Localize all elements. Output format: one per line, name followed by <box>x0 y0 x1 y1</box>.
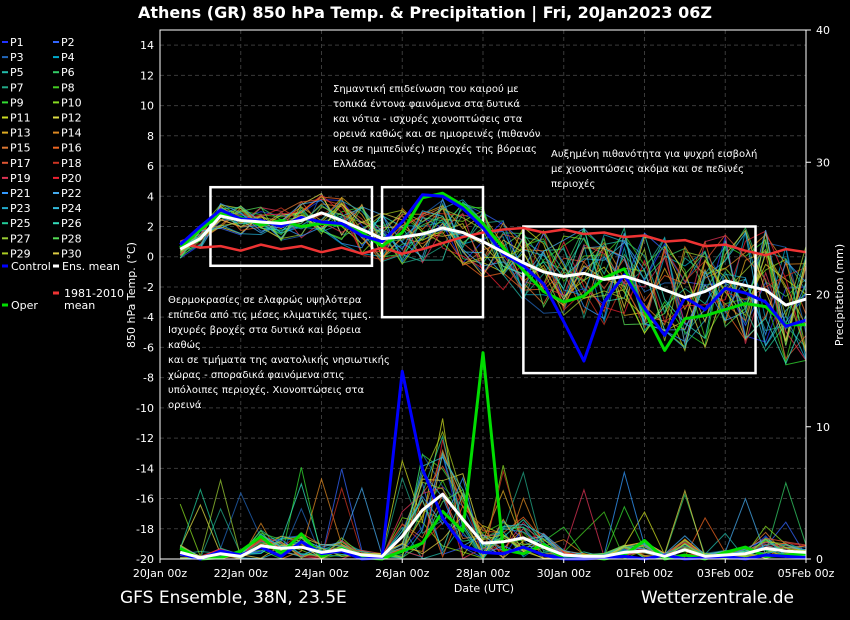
legend-label-p9: P9 <box>10 96 24 109</box>
x-tick-label: 03Feb 00z <box>697 567 754 580</box>
y-tick-label: 4 <box>147 190 154 203</box>
y2-tick-label: 40 <box>816 24 830 37</box>
legend-label-p12: P12 <box>61 112 82 125</box>
plot-frame <box>159 29 807 560</box>
legend-label-p3: P3 <box>10 51 24 64</box>
series-line-control-precipitation <box>179 369 807 561</box>
x-tick-label: 20Jan 00z <box>133 567 187 580</box>
y-tick-label: 6 <box>147 160 154 173</box>
y-tick-label: -4 <box>143 311 154 324</box>
legend-label-control: Control <box>11 260 51 273</box>
legend-label-p11: P11 <box>10 112 31 125</box>
y-tick-label: -20 <box>136 553 154 566</box>
member-line-p24 <box>180 205 807 350</box>
y-tick-label: -2 <box>143 281 154 294</box>
highlight-box-3 <box>522 225 757 375</box>
member-line-p20 <box>180 194 807 353</box>
legend-label-p28: P28 <box>61 232 82 245</box>
legend-label-p5: P5 <box>10 66 24 79</box>
legend-label-p7: P7 <box>10 81 24 94</box>
y-tick-label: 10 <box>140 100 154 113</box>
y2-tick-label: 0 <box>816 553 823 566</box>
series-line-1981-2010-mean-temperature <box>179 226 807 257</box>
series-line-ens-mean-precipitation <box>179 492 807 560</box>
series-lines <box>179 191 807 561</box>
x-axis-label: Date (UTC) <box>454 582 514 595</box>
plot-area: -20-18-16-14-12-10-8-6-4-202468101214010… <box>133 24 835 580</box>
y-tick-label: 2 <box>147 220 154 233</box>
legend-label-p1: P1 <box>10 36 24 49</box>
legend-label-p27: P27 <box>10 232 31 245</box>
legend-label-p10: P10 <box>61 96 82 109</box>
x-tick-label: 22Jan 00z <box>214 567 268 580</box>
legend-label-ens-mean: Ens. mean <box>62 260 120 273</box>
annotation-west: Θερμοκρασίες σε ελαφρώς υψηλότερα επίπεδ… <box>168 295 390 411</box>
x-tick-label: 01Feb 00z <box>616 567 673 580</box>
legend-label-p21: P21 <box>10 187 31 200</box>
legend-label-p4: P4 <box>61 51 75 64</box>
y-tick-label: -16 <box>136 493 154 506</box>
y2-tick-label: 10 <box>816 421 830 434</box>
legend-label-p17: P17 <box>10 157 31 170</box>
legend-label-p2: P2 <box>61 36 75 49</box>
y2-tick-label: 20 <box>816 289 830 302</box>
member-line-p3 <box>179 192 807 334</box>
legend-label-p18: P18 <box>61 157 82 170</box>
legend-label-oper: Oper <box>11 299 38 312</box>
highlight-box-2 <box>380 185 485 319</box>
y-tick-label: 8 <box>147 130 154 143</box>
y-tick-label: -8 <box>143 372 154 385</box>
legend-label-p8: P8 <box>61 81 75 94</box>
y2-axis-label: Precipitation (mm) <box>833 244 846 346</box>
source-credit: Wetterzentrale.de <box>640 588 794 608</box>
annotation-east: Αυξημένη πιθανότητα για ψυχρή εισβολή με… <box>551 149 758 190</box>
legend-label-p22: P22 <box>61 187 82 200</box>
x-tick-label: 05Feb 00z <box>778 567 835 580</box>
legend-label-p30: P30 <box>61 247 82 260</box>
annotation-north: Σημαντική επιδείνωση του καιρού με τοπικ… <box>333 84 541 170</box>
legend-label-p13: P13 <box>10 127 31 140</box>
y-tick-label: 0 <box>147 251 154 264</box>
legend-label-p14: P14 <box>61 127 82 140</box>
y-axis-label: 850 hPa Temp. (°C) <box>125 242 138 348</box>
member-line-p26 <box>179 201 807 365</box>
legend-label-p29: P29 <box>10 247 31 260</box>
y-tick-label: -18 <box>136 523 154 536</box>
legend-label-p23: P23 <box>10 202 31 215</box>
x-tick-label: 28Jan 00z <box>456 567 510 580</box>
axes: -20-18-16-14-12-10-8-6-4-202468101214010… <box>133 24 835 580</box>
legend-label-p16: P16 <box>61 142 82 155</box>
series-line-ens-mean-temperature <box>179 211 807 307</box>
legend-label-p19: P19 <box>10 172 31 185</box>
y2-tick-label: 30 <box>816 156 830 169</box>
y-tick-label: 14 <box>140 39 154 52</box>
y-tick-label: -10 <box>136 402 154 415</box>
x-tick-label: 24Jan 00z <box>294 567 348 580</box>
legend-label-p20: P20 <box>61 172 82 185</box>
y-tick-label: -6 <box>143 341 154 354</box>
x-tick-label: 30Jan 00z <box>537 567 591 580</box>
y-tick-label: -14 <box>136 462 154 475</box>
y-tick-label: 12 <box>140 69 154 82</box>
legend-label-p15: P15 <box>10 142 31 155</box>
series-line-control-temperature <box>179 193 807 363</box>
y-tick-label: -12 <box>136 432 154 445</box>
legend-label-p26: P26 <box>61 217 82 230</box>
member-precip-line-p30 <box>180 488 807 560</box>
chart-title: Athens (GR) 850 hPa Temp. & Precipitatio… <box>138 3 712 23</box>
legend: P1 P2 P3 P4 P5 P6 P7 P8 P9 P10 P11 P12 P13 P14 P15 P16 P… <box>2 36 124 312</box>
legend-label-p6: P6 <box>61 66 75 79</box>
legend-label-climatology: 1981-2010 mean <box>64 287 124 312</box>
legend-label-p24: P24 <box>61 202 82 215</box>
model-info: GFS Ensemble, 38N, 23.5E <box>120 588 347 608</box>
x-tick-label: 26Jan 00z <box>375 567 429 580</box>
highlight-boxes <box>209 185 757 375</box>
legend-label-p25: P25 <box>10 217 31 230</box>
